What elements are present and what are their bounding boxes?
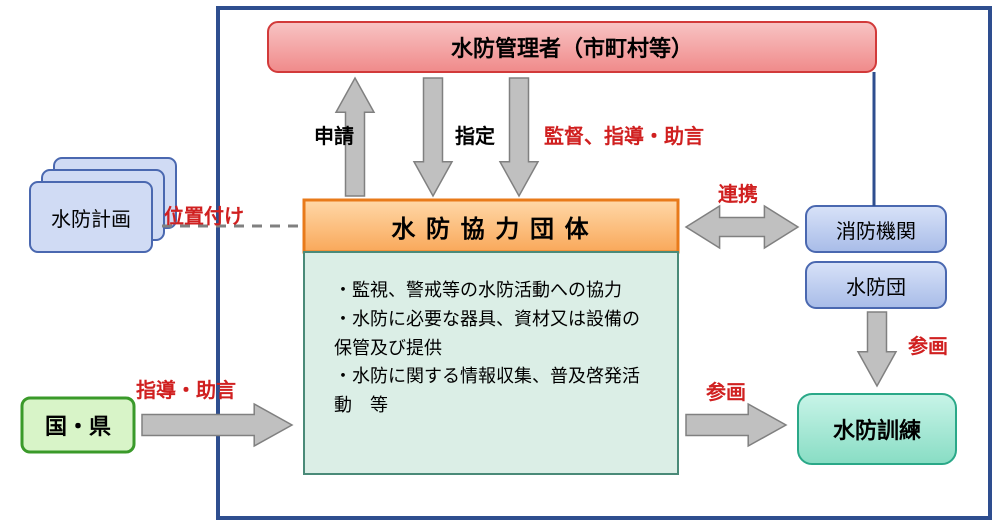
label-join1: 参画 — [706, 376, 746, 405]
label-join2: 参画 — [908, 330, 948, 359]
coop-body-line: ・水防に必要な器具、資材又は設備の保管及び提供 — [334, 305, 648, 363]
coop-body-line: ・水防に関する情報収集、普及啓発活動 等 — [334, 362, 648, 420]
label-link: 連携 — [718, 178, 758, 207]
label-designate: 指定 — [455, 120, 495, 149]
manager-box: 水防管理者（市町村等） — [268, 22, 876, 72]
coop-title-box: 水 防 協 力 団 体 — [304, 200, 678, 252]
plan-box: 水防計画 — [30, 182, 152, 252]
coop-body-text: ・監視、警戒等の水防活動への協力・水防に必要な器具、資材又は設備の保管及び提供・… — [334, 276, 648, 420]
coop-body-line: ・監視、警戒等の水防活動への協力 — [334, 276, 648, 305]
label-apply: 申請 — [314, 120, 354, 149]
brigade-box: 水防団 — [806, 262, 946, 308]
drill-box: 水防訓練 — [798, 394, 956, 464]
label-guide: 指導・助言 — [136, 374, 236, 403]
fire-box: 消防機関 — [806, 206, 946, 252]
nation-box: 国・県 — [22, 398, 134, 452]
label-supervise: 監督、指導・助言 — [544, 120, 704, 149]
label-position: 位置付け — [164, 200, 244, 229]
